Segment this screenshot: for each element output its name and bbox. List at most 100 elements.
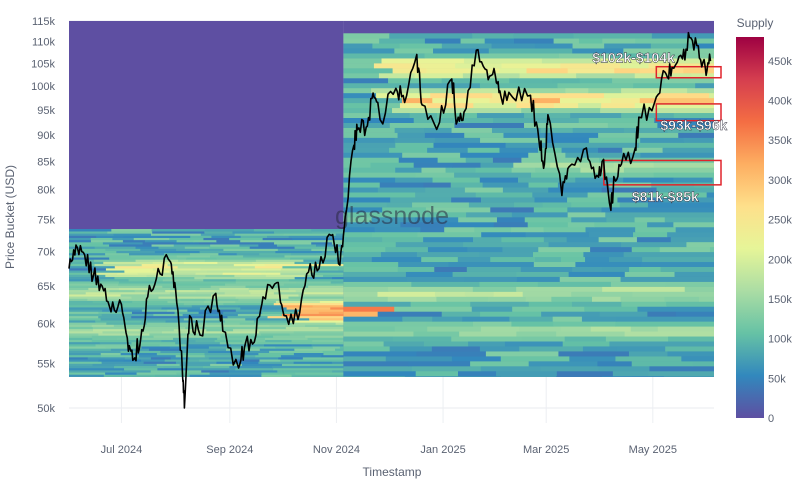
heatmap-cell xyxy=(659,246,711,253)
heatmap-cell xyxy=(479,251,534,258)
heatmap-cell xyxy=(465,157,494,163)
heatmap-cell xyxy=(129,252,165,256)
heatmap-cell xyxy=(343,375,406,377)
heatmap-cell xyxy=(194,276,241,280)
heatmap-cell xyxy=(286,307,331,310)
heatmap-cell xyxy=(318,311,344,314)
heatmap-cell xyxy=(487,296,527,302)
heatmap-cell xyxy=(433,48,490,54)
heatmap-cell xyxy=(424,127,453,133)
heatmap-cell xyxy=(248,289,269,293)
heatmap-cell xyxy=(412,202,470,208)
heatmap-cell xyxy=(120,352,158,356)
heatmap-cell xyxy=(401,97,433,104)
heatmap-cell xyxy=(455,63,503,69)
y-tick-label: 70k xyxy=(37,247,55,259)
heatmap-cell xyxy=(623,167,714,173)
heatmap-cell xyxy=(691,73,714,79)
heatmap-cell xyxy=(290,257,337,260)
heatmap-cell xyxy=(516,271,570,277)
heatmap-cell xyxy=(501,236,545,243)
heatmap-cell xyxy=(98,359,125,362)
heatmap-cell xyxy=(87,357,126,360)
heatmap-cell xyxy=(343,132,399,138)
heatmap-cell xyxy=(423,182,452,188)
heatmap-cell xyxy=(267,315,310,319)
heatmap-cell xyxy=(579,162,615,168)
y-axis: 50k 55k 60k 65k 70k 75k 80k 85k 90k 95k 100k 105k 11… xyxy=(31,16,55,415)
heatmap-cell xyxy=(283,233,337,236)
heatmap-cell xyxy=(602,286,686,292)
heatmap-cell xyxy=(539,92,605,99)
heatmap-cell xyxy=(308,315,344,319)
heatmap-cell xyxy=(210,244,240,247)
heatmap-cell xyxy=(112,237,135,241)
heatmap-cell xyxy=(511,212,569,218)
colorbar-tick-label: 200k xyxy=(768,254,792,266)
heatmap-cell xyxy=(565,87,589,94)
heatmap-cell xyxy=(475,167,513,173)
heatmap-cell xyxy=(598,132,631,138)
heatmap-cell xyxy=(200,233,236,236)
heatmap-cell xyxy=(117,272,139,275)
heatmap-cell xyxy=(189,252,219,256)
heatmap-cell xyxy=(176,372,211,375)
heatmap-cell xyxy=(641,261,714,268)
heatmap-cell xyxy=(616,346,666,352)
heatmap-cell xyxy=(473,53,560,59)
heatmap-cell xyxy=(100,317,144,321)
heatmap-cell xyxy=(157,235,191,238)
heatmap-cell xyxy=(454,122,525,128)
heatmap-cell xyxy=(136,372,177,375)
heatmap-cell xyxy=(169,291,199,295)
heatmap-cell xyxy=(165,289,197,293)
heatmap-cell xyxy=(615,321,714,327)
heatmap-cell xyxy=(69,300,94,304)
heatmap-cell xyxy=(488,48,573,54)
heatmap-cell xyxy=(398,157,439,163)
heatmap-cell xyxy=(557,167,581,173)
heatmap-cell xyxy=(597,361,633,367)
heatmap-cell xyxy=(275,300,321,304)
heatmap-cell xyxy=(142,242,175,245)
heatmap-cell xyxy=(127,379,151,381)
heatmap-cell xyxy=(210,363,243,367)
heatmap-cell xyxy=(397,132,426,138)
heatmap-cell xyxy=(623,127,668,133)
heatmap-cell xyxy=(585,226,636,233)
heatmap-cell xyxy=(454,172,532,178)
heatmap-cell xyxy=(535,167,559,173)
heatmap-cell xyxy=(69,246,96,249)
heatmap-cell xyxy=(516,102,555,109)
heatmap-cell xyxy=(275,250,323,254)
heatmap-cell xyxy=(69,298,88,301)
heatmap-cell xyxy=(69,367,125,371)
heatmap-cell xyxy=(204,352,234,356)
heatmap-cell xyxy=(103,374,156,377)
heatmap-cell xyxy=(458,370,497,377)
heatmap-cell xyxy=(303,291,344,295)
heatmap-cell xyxy=(467,147,500,153)
heatmap-cell xyxy=(427,326,482,332)
heatmap-cell xyxy=(95,344,128,347)
heatmap-cell xyxy=(239,244,259,247)
heatmap-cell xyxy=(310,272,344,275)
heatmap-cell xyxy=(411,281,480,287)
heatmap-cell xyxy=(97,376,132,377)
heatmap-cell xyxy=(127,344,161,347)
heatmap-cell xyxy=(261,372,296,375)
heatmap-cell xyxy=(182,313,239,317)
heatmap-cell xyxy=(409,112,438,119)
heatmap-cell xyxy=(502,246,539,253)
heatmap-cell xyxy=(183,317,246,321)
heatmap-cell xyxy=(479,281,539,287)
heatmap-cell xyxy=(193,324,223,327)
heatmap-cell xyxy=(335,283,344,286)
heatmap-cell xyxy=(289,320,344,323)
heatmap-cell xyxy=(100,352,122,356)
heatmap-cell xyxy=(105,346,142,349)
heatmap-cell xyxy=(211,235,242,238)
heatmap-cell xyxy=(343,157,400,163)
heatmap-cell xyxy=(214,339,243,343)
heatmap-cell xyxy=(650,107,714,114)
